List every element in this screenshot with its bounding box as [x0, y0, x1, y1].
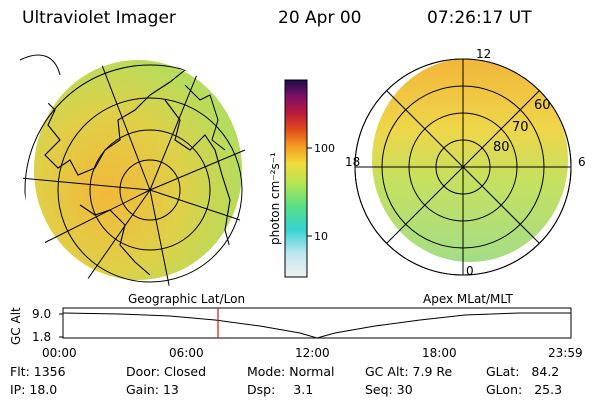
info-glon: GLon: 25.3 [486, 382, 562, 397]
colorbar-tick-10: 10 [314, 230, 328, 243]
left-emission-disk [34, 60, 242, 280]
lon-line [149, 189, 241, 221]
info-glon-label: GLon: [486, 382, 523, 397]
lat-circle [24, 64, 253, 290]
x-tick-18: 18:00 [422, 346, 457, 360]
x-tick-06: 06:00 [169, 346, 204, 360]
lon-line [23, 177, 151, 191]
coastline [39, 69, 186, 176]
info-glat-value: 84.2 [531, 364, 560, 379]
info-gain-value: 13 [162, 382, 179, 397]
x-tick-12: 12:00 [295, 346, 330, 360]
altitude-y-tick-min: 1.8 [32, 330, 51, 344]
colorbar-scale [284, 79, 308, 278]
info-door-label: Door: [126, 364, 161, 379]
right-panel-caption: Apex MLat/MLT [423, 292, 513, 306]
altitude-axis-title: GC Alt [9, 307, 23, 345]
mlt-label-bottom: 0 [466, 264, 474, 278]
coastline [79, 204, 151, 276]
lat-circle [89, 129, 211, 251]
altitude-plot [59, 307, 572, 339]
info-gain-label: Gain: [126, 382, 159, 397]
colorbar-tick-100: 100 [314, 142, 335, 155]
info-flt-label: Flt: [10, 364, 30, 379]
x-tick-2359: 23:59 [548, 346, 583, 360]
info-gcalt-label: GC Alt: [365, 364, 409, 379]
info-flt-value: 1356 [33, 364, 66, 379]
lon-line [149, 60, 206, 191]
colorbar-unit-label: photon cm⁻²s⁻¹ [268, 152, 282, 245]
left-panel-caption: Geographic Lat/Lon [128, 292, 245, 306]
info-dsp-value: 3.1 [293, 382, 314, 397]
mlat-label-60: 60 [534, 98, 551, 113]
date-label: 20 Apr 00 [278, 8, 362, 28]
info-dsp: Dsp: 3.1 [247, 382, 313, 397]
mlt-label-top: 12 [476, 47, 491, 61]
altitude-frame [62, 307, 572, 339]
info-ip-value: 18.0 [29, 382, 58, 397]
mlt-label-left: 18 [345, 155, 360, 169]
geographic-map [19, 54, 253, 290]
info-ip-label: IP: [10, 382, 26, 397]
altitude-curve [62, 312, 571, 339]
info-ip: IP: 18.0 [10, 382, 57, 397]
info-gain: Gain: 13 [126, 382, 179, 397]
info-gcalt-value: 7.9 Re [412, 364, 453, 379]
info-mode-label: Mode: [247, 364, 286, 379]
lon-line [149, 189, 171, 290]
lon-line [39, 189, 151, 246]
info-door: Door: Closed [126, 364, 206, 379]
app-title: Ultraviolet Imager [22, 8, 176, 28]
info-seq: Seq: 30 [365, 382, 413, 397]
lat-circle [57, 97, 243, 283]
lon-line [99, 60, 151, 191]
info-mode: Mode: Normal [247, 364, 335, 379]
info-seq-value: 30 [396, 382, 413, 397]
info-glon-value: 25.3 [534, 382, 563, 397]
info-mode-value: Normal [289, 364, 335, 379]
mlt-label-right: 6 [578, 155, 586, 169]
info-flt: Flt: 1356 [10, 364, 66, 379]
x-tick-00: 00:00 [42, 346, 77, 360]
time-label: 07:26:17 UT [427, 8, 532, 28]
info-glat: GLat: 84.2 [486, 364, 559, 379]
info-seq-label: Seq: [365, 382, 393, 397]
info-glat-label: GLat: [486, 364, 520, 379]
coastline [164, 99, 233, 256]
coastline [184, 84, 226, 151]
info-gcalt: GC Alt: 7.9 Re [365, 364, 452, 379]
coastline [19, 54, 61, 76]
info-door-value: Closed [164, 364, 207, 379]
mlt-line [386, 90, 540, 244]
apex-polar-plot: 12 0 18 6 60 70 80 [345, 47, 586, 278]
altitude-y-tick-max: 9.0 [32, 307, 51, 321]
mlat-label-70: 70 [512, 120, 529, 135]
info-dsp-label: Dsp: [247, 382, 276, 397]
mlat-label-80: 80 [493, 140, 510, 155]
color-bar: 100 10 photon cm⁻²s⁻¹ [268, 79, 335, 278]
lon-line [149, 149, 246, 191]
lon-line [79, 189, 151, 290]
lat-circle [119, 159, 181, 221]
